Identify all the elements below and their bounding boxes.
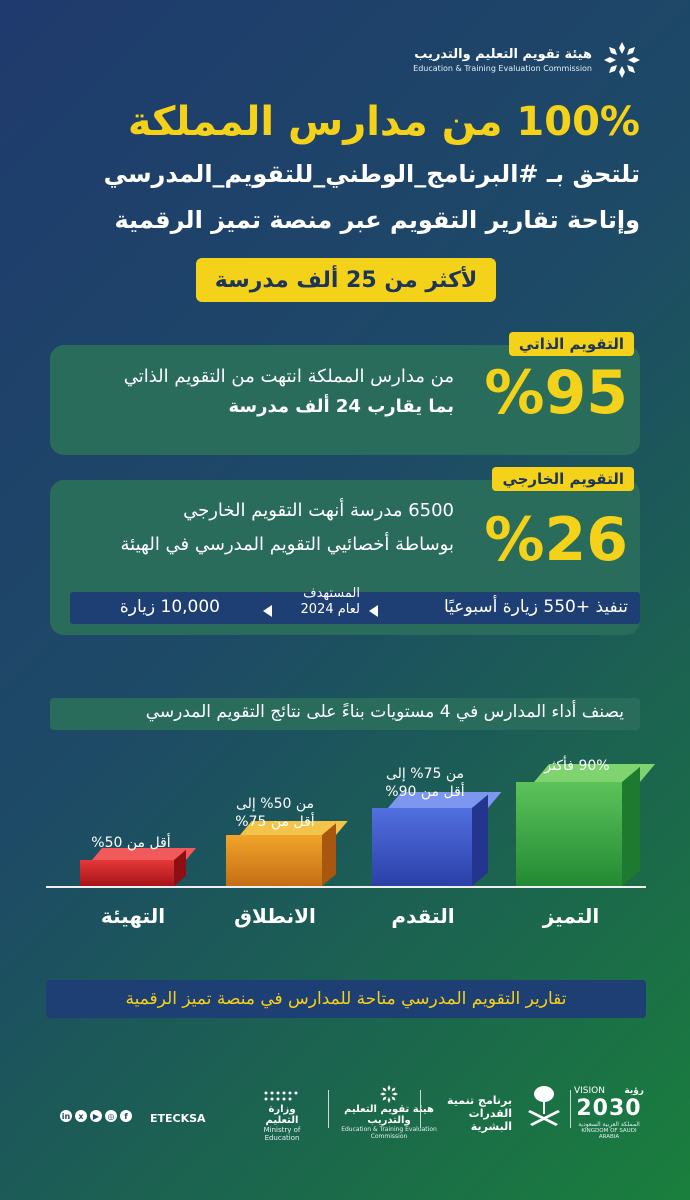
flower-logo-icon bbox=[380, 1085, 398, 1103]
external-eval-line2: بوساطة أخصائيي التقويم المدرسي في الهيئة bbox=[120, 534, 454, 555]
range-launch-line2: أقل من 75% bbox=[235, 813, 315, 830]
header-org-en: Education & Training Evaluation Commissi… bbox=[413, 64, 592, 73]
subline-program: تلتحق بـ #البرنامج_الوطني_للتقويم_المدرس… bbox=[103, 160, 640, 188]
self-eval-line2: بما يقارب 24 ألف مدرسة bbox=[228, 396, 454, 417]
headline: 100% من مدارس المملكة bbox=[127, 99, 640, 145]
vision-2030-logo: VISION رؤية 2030 المملكة العربية السعودي… bbox=[574, 1086, 644, 1140]
footer-handle: ETECKSA bbox=[150, 1112, 206, 1125]
external-eval-percent: %26 bbox=[484, 505, 628, 575]
header-logo: هيئة تقويم التعليم والتدريب Education & … bbox=[413, 40, 642, 80]
range-readiness: أقل من 50% bbox=[66, 835, 196, 853]
range-progress: من 75% إلى أقل من 90% bbox=[360, 766, 490, 801]
vision-country-ar: المملكة العربية السعودية bbox=[578, 1121, 640, 1128]
classification-text: يصنف أداء المدارس في 4 مستويات بناءً على… bbox=[145, 702, 624, 722]
vision-en: VISION bbox=[574, 1086, 605, 1096]
footer-divider bbox=[570, 1090, 571, 1128]
vision-country-en: KINGDOM OF SAUDI ARABIA bbox=[581, 1128, 637, 1140]
etec-ar: هيئة تقويم التعليم والتدريب bbox=[344, 1104, 434, 1126]
vision-year: 2030 bbox=[576, 1096, 642, 1121]
x-icon[interactable]: x bbox=[75, 1110, 87, 1122]
range-readiness-line1: أقل من 50% bbox=[91, 835, 171, 851]
facebook-icon[interactable]: f bbox=[120, 1110, 132, 1122]
target-label-line2: لعام 2024 bbox=[300, 602, 360, 618]
subline-platform: وإتاحة تقارير التقويم عبر منصة تميز الرق… bbox=[114, 206, 640, 234]
moe-logo: وزارة التعليم Ministry of Education bbox=[252, 1090, 312, 1142]
level-label-excellence: التميز bbox=[542, 904, 600, 928]
range-progress-line2: أقل من 90% bbox=[385, 783, 465, 800]
target-label-line1: المستهدف bbox=[303, 586, 360, 601]
linkedin-icon[interactable]: in bbox=[60, 1110, 72, 1122]
range-launch: من 50% إلى أقل من 75% bbox=[210, 796, 340, 831]
instagram-icon[interactable]: ◎ bbox=[105, 1110, 117, 1122]
weekly-visits: تنفيذ +550 زيارة أسبوعيًا bbox=[443, 597, 628, 617]
self-eval-tag: التقويم الذاتي bbox=[508, 332, 634, 356]
moe-en: Ministry of Education bbox=[263, 1126, 301, 1142]
hcdp-line2: القدرات البشرية bbox=[468, 1107, 512, 1133]
footer-divider bbox=[328, 1090, 329, 1128]
etec-footer-logo: هيئة تقويم التعليم والتدريب Education & … bbox=[334, 1084, 444, 1140]
moe-dots-icon bbox=[264, 1091, 298, 1101]
range-launch-line1: من 50% إلى bbox=[235, 796, 314, 812]
hcdp-line1: برنامج تنمية bbox=[447, 1094, 512, 1107]
target-label: المستهدف لعام 2024 bbox=[301, 586, 360, 619]
range-excellence-line1: 90% فأكثر bbox=[544, 758, 610, 774]
vision-ar: رؤية bbox=[624, 1086, 644, 1096]
header-logo-text: هيئة تقويم التعليم والتدريب Education & … bbox=[413, 47, 592, 73]
self-eval-line1: من مدارس المملكة انتهت من التقويم الذاتي bbox=[123, 366, 454, 387]
range-progress-line1: من 75% إلى bbox=[385, 766, 464, 782]
platform-note: تقارير التقويم المدرسي متاحة للمدارس في … bbox=[125, 989, 567, 1009]
external-eval-line1: 6500 مدرسة أنهت التقويم الخارجي bbox=[183, 500, 454, 521]
self-eval-percent: %95 bbox=[484, 358, 628, 428]
highlight-pill: لأكثر من 25 ألف مدرسة bbox=[196, 258, 496, 302]
flower-logo-icon bbox=[604, 42, 640, 78]
range-excellence: 90% فأكثر bbox=[512, 758, 642, 776]
platform-note-bar: تقارير التقويم المدرسي متاحة للمدارس في … bbox=[46, 980, 646, 1018]
moe-ar: وزارة التعليم bbox=[265, 1104, 299, 1126]
etec-en: Education & Training Evaluation Commissi… bbox=[341, 1126, 437, 1140]
vision-header: VISION رؤية bbox=[574, 1086, 644, 1096]
target-visits: 10,000 زيارة bbox=[119, 597, 220, 617]
saudi-emblem-icon bbox=[528, 1086, 560, 1126]
level-label-launch: الانطلاق bbox=[234, 904, 316, 928]
arrow-left-icon bbox=[369, 605, 378, 617]
levels-axis bbox=[46, 886, 646, 888]
level-label-progress: التقدم bbox=[391, 904, 455, 928]
footer-divider bbox=[420, 1090, 421, 1128]
level-label-readiness: التهيئة bbox=[100, 904, 166, 928]
youtube-icon[interactable]: ▶ bbox=[90, 1110, 102, 1122]
arrow-left-icon bbox=[263, 605, 272, 617]
visits-stat-bar bbox=[70, 592, 640, 624]
self-eval-card bbox=[50, 345, 640, 455]
external-eval-tag: التقويم الخارجي bbox=[492, 467, 634, 491]
hcdp-logo: برنامج تنمية القدرات البشرية bbox=[424, 1094, 512, 1133]
classification-bar bbox=[50, 698, 640, 730]
header-org-ar: هيئة تقويم التعليم والتدريب bbox=[414, 47, 592, 62]
